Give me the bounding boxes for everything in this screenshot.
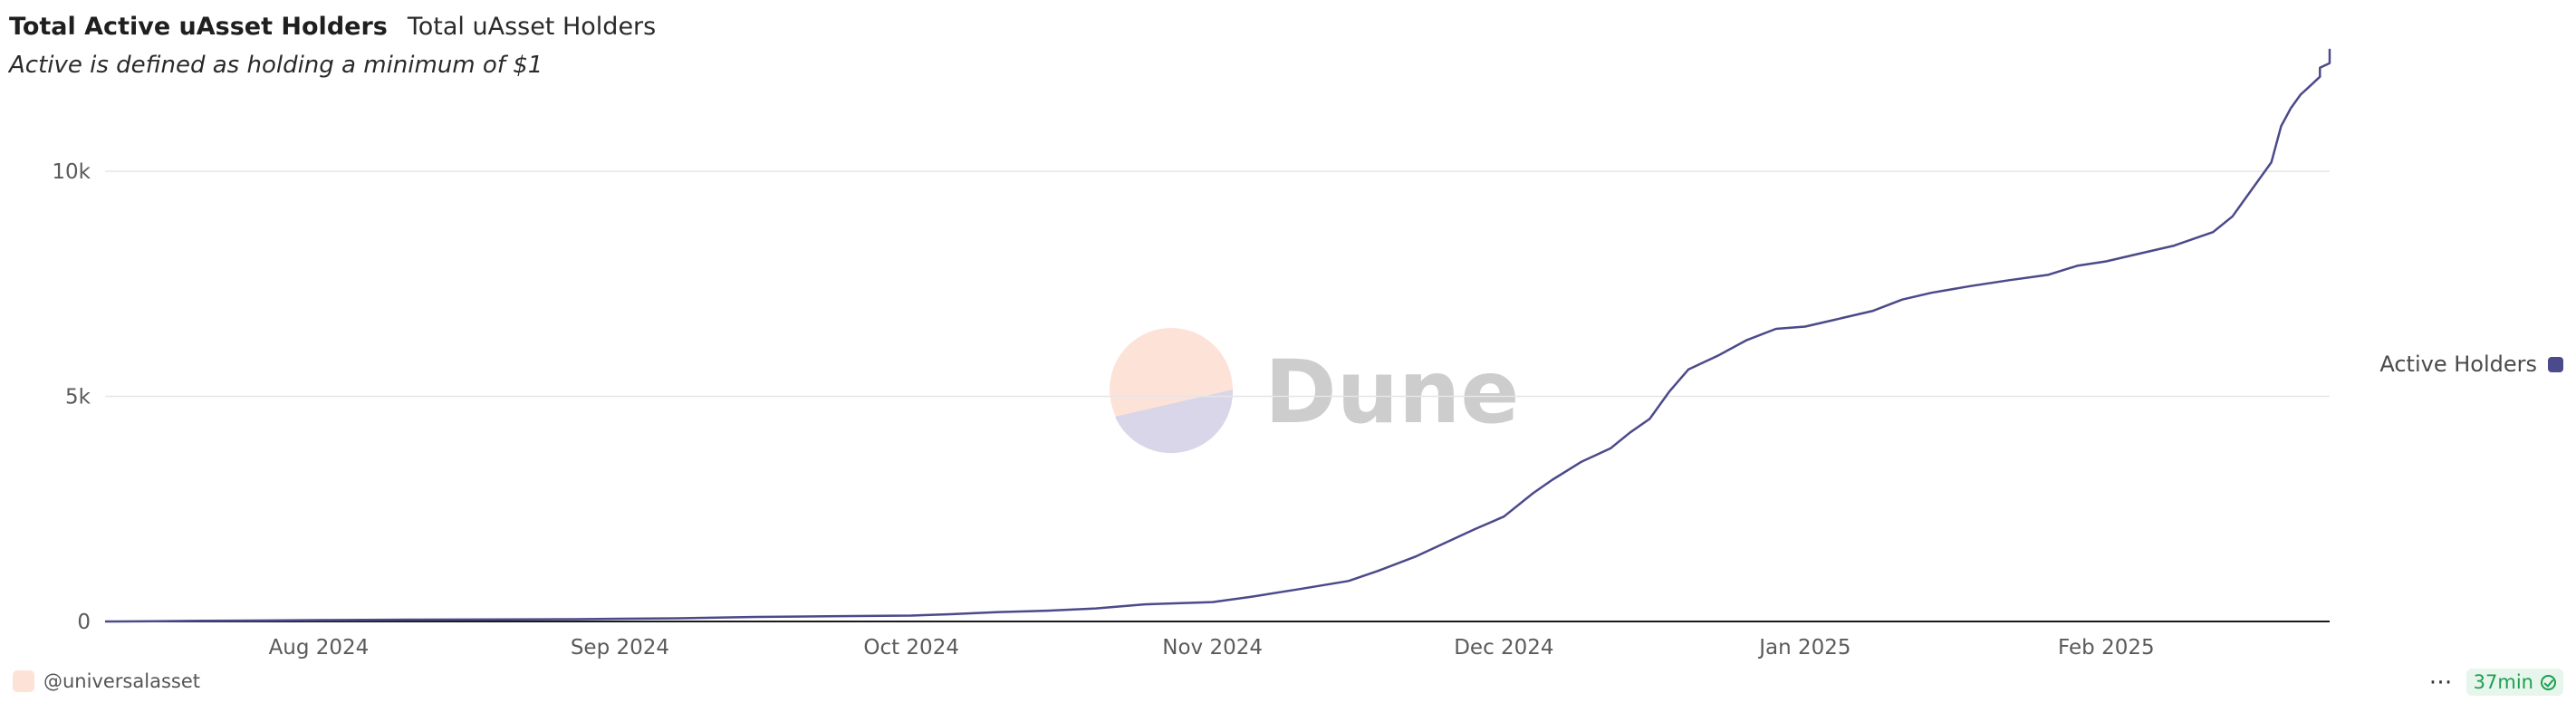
series-line-active-holders	[104, 48, 2331, 623]
x-tick-label: Feb 2025	[2058, 636, 2155, 660]
y-tick-label: 0	[77, 611, 91, 634]
title-row: Total Active uAsset Holders Total uAsset…	[9, 13, 656, 41]
legend-swatch	[2548, 356, 2563, 372]
more-options-icon[interactable]: ⋯	[2428, 669, 2454, 696]
y-tick-label: 10k	[52, 160, 91, 184]
y-tick-label: 5k	[65, 386, 91, 409]
series-group	[104, 48, 2331, 623]
grid-lines	[105, 170, 2330, 398]
refresh-time: 37min	[2473, 671, 2533, 693]
dune-watermark: Dune	[1110, 328, 1519, 454]
chart-subtitle: Active is defined as holding a minimum o…	[9, 52, 543, 79]
dune-logo-icon	[1110, 328, 1234, 454]
x-tick-label: Aug 2024	[269, 636, 370, 660]
refresh-badge[interactable]: 37min	[2465, 669, 2563, 696]
tab-total-uasset-holders[interactable]: Total uAsset Holders	[407, 13, 657, 41]
owner-handle: @universalasset	[43, 670, 200, 692]
x-tick-label: Oct 2024	[863, 636, 959, 660]
legend-label-active-holders: Active Holders	[2379, 352, 2537, 377]
chart-header: Total Active uAsset Holders Total uAsset…	[9, 13, 656, 79]
footer-owner[interactable]: @universalasset	[13, 670, 200, 692]
x-axis-labels: Aug 2024 Sep 2024 Oct 2024 Nov 2024 Dec 2024…	[269, 636, 2155, 660]
x-tick-label: Dec 2024	[1454, 636, 1553, 660]
watermark-text: Dune	[1264, 342, 1519, 443]
x-tick-label: Nov 2024	[1162, 636, 1263, 660]
legend[interactable]: Active Holders	[2379, 352, 2563, 377]
y-axis-labels: 0 5k 10k	[52, 160, 91, 634]
x-tick-label: Jan 2025	[1757, 636, 1850, 660]
footer-actions: ⋯ 37min	[2429, 669, 2563, 696]
avatar	[13, 670, 34, 692]
check-circle-icon	[2541, 674, 2556, 690]
x-tick-label: Sep 2024	[571, 636, 669, 660]
chart-title: Total Active uAsset Holders	[9, 13, 388, 41]
